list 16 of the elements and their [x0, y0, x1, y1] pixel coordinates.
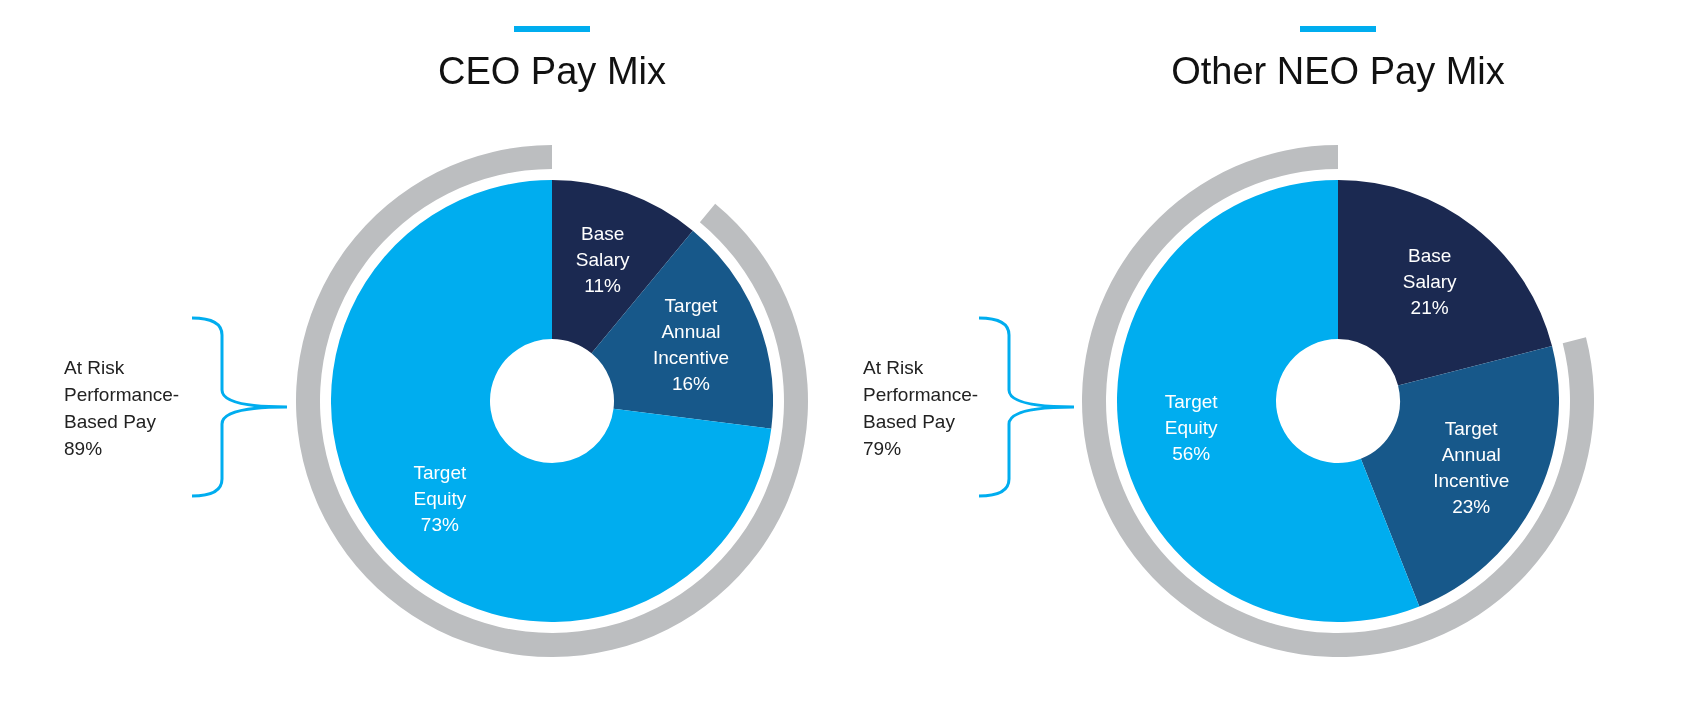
data-label: 21% [1410, 297, 1449, 319]
data-label: 16% [671, 373, 711, 395]
chart-title: CEO Pay Mix [436, 50, 667, 93]
text: At Risk Performance-Based Pay 89% [64, 356, 181, 461]
data-label: 23% [1452, 496, 1491, 518]
slice-label: Base Salary [1402, 245, 1458, 293]
chart-title: Other NEO Pay Mix [1170, 50, 1506, 93]
data-label: 11% [584, 274, 622, 296]
slice-label: Target Equity [1164, 391, 1219, 439]
text: At Risk Performance-Based Pay 79% [863, 356, 980, 461]
slice-label: Target Annual Incentive [652, 295, 730, 369]
data-label: 56% [1172, 443, 1211, 465]
slice-label: Target Annual Incentive [1433, 418, 1510, 492]
slice-label: Target Equity [413, 462, 467, 510]
slice-label: Base Salary [575, 222, 631, 270]
data-label: 73% [420, 514, 459, 536]
